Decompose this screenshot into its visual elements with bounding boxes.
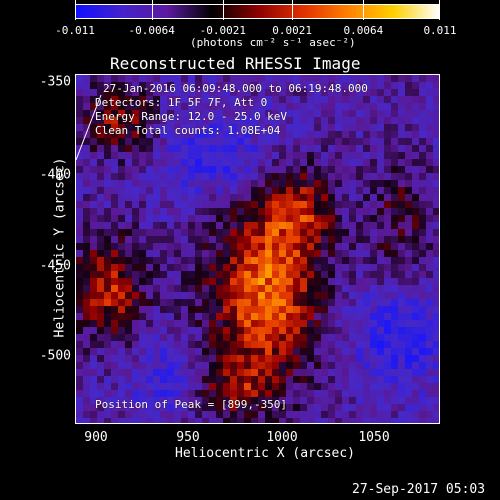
timestamp: 27-Sep-2017 05:03 [352,482,486,497]
colorbar-tick-label: -0.0064 [128,24,175,37]
image-title: Reconstructed RHESSI Image [110,54,361,73]
colorbar-units: (photons cm⁻² s⁻¹ asec⁻²) [190,36,356,49]
image-plot [75,74,440,424]
colorbar [75,4,440,19]
colorbar-tick [222,0,224,20]
colorbar-tick [439,0,440,20]
x-axis-label: Heliocentric X (arcsec) [175,446,356,461]
y-tick-label: -350 [39,74,71,90]
x-tick-label: 950 [176,430,200,445]
colorbar-tick [75,0,76,20]
colorbar-tick [292,0,294,20]
info-time: 27-Jan-2016 06:09:48.000 to 06:19:48.000 [103,82,368,95]
x-tick-label: 1000 [266,430,298,445]
info-method: Clean Total counts: 1.08E+04 [95,124,281,137]
y-tick-label: -400 [39,167,71,183]
x-tick-label: 1050 [358,430,390,445]
info-energy: Energy Range: 12.0 - 25.0 keV [95,110,288,123]
y-tick-label: -450 [39,258,71,274]
x-tick-label: 900 [84,430,108,445]
info-detectors: Detectors: 1F 5F 7F, Att 0 [95,96,268,109]
colorbar-tick-label: -0.011 [55,24,95,37]
colorbar-tick [151,0,153,20]
heatmap-image [76,75,439,423]
colorbar-tick-label: -0.0021 [199,24,246,37]
y-tick-label: -500 [39,348,71,364]
colorbar-tick-label: 0.0064 [343,24,384,37]
colorbar-tick-label: 0.0021 [272,24,313,37]
y-axis-label: Heliocentric Y (arcsec) [52,157,68,338]
colorbar-tick-label: 0.011 [423,24,457,37]
info-peak: Position of Peak = [899,-350] [95,398,288,411]
colorbar-tick [363,0,365,20]
